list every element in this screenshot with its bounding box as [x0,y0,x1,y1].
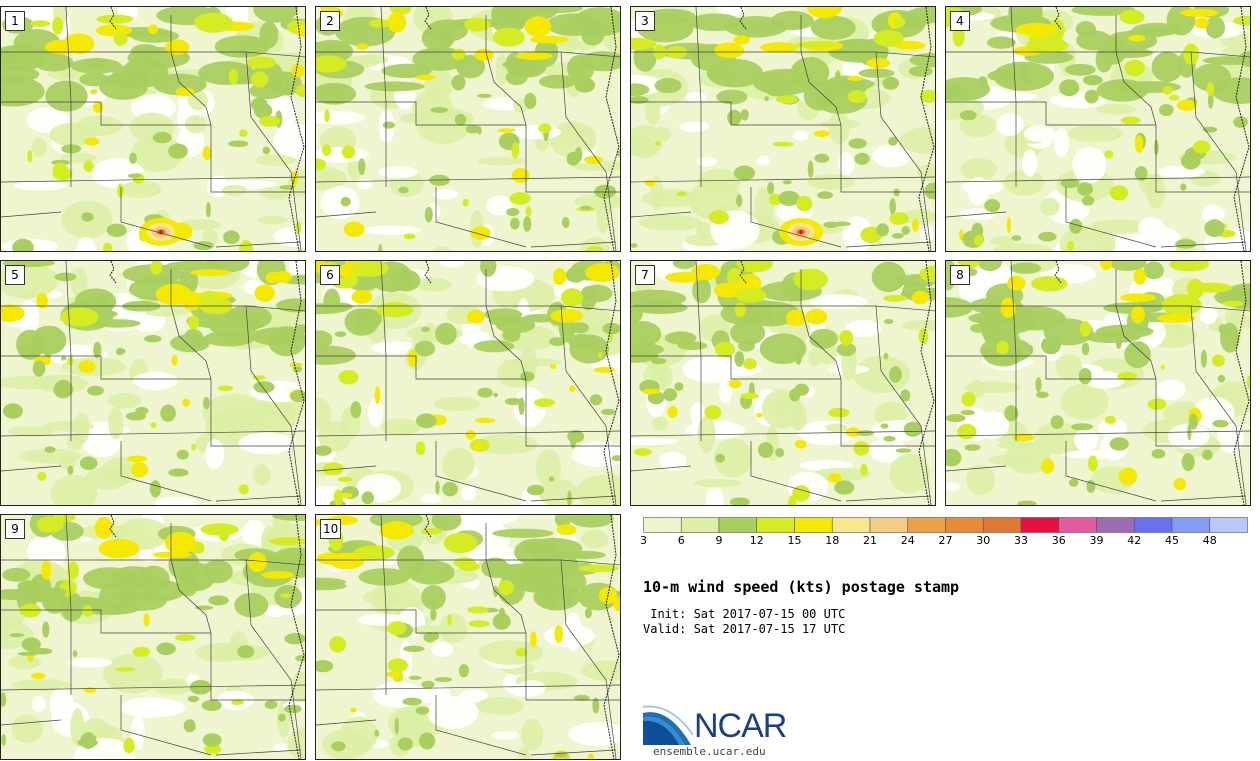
logo-wordmark: NCAR [694,707,787,745]
ensemble-member-map: 9 [0,514,306,760]
colorbar-tick-label: 36 [1051,534,1066,547]
colorbar-tick-label: 33 [1014,534,1028,547]
wind-speed-field [631,261,935,505]
colorbar-swatch [1209,517,1248,533]
member-number-label: 3 [635,11,655,31]
colorbar-tick-label: 39 [1089,534,1104,547]
wind-speed-field [1,261,305,505]
member-number-label: 1 [5,11,25,31]
member-number-label: 4 [950,11,970,31]
colorbar-swatch [1171,517,1211,533]
colorbar-tick-label: 21 [863,534,877,547]
colorbar-tick-label: 30 [976,534,991,547]
valid-time: Valid: Sat 2017-07-15 17 UTC [643,622,846,636]
colorbar-tick-label: 9 [715,534,723,547]
wind-speed-field [946,261,1250,505]
colorbar-swatch [1058,517,1097,533]
colorbar-tick-label: 6 [677,534,685,547]
wind-speed-field [946,7,1250,251]
member-number-label: 6 [320,265,340,285]
member-number-label: 8 [950,265,970,285]
wind-speed-field [631,7,935,251]
colorbar-tick-label: 45 [1165,534,1179,547]
init-time: Init: Sat 2017-07-15 00 UTC [643,607,846,621]
ncar-logo-icon [643,705,693,745]
member-number-label: 7 [635,265,655,285]
colorbar-swatch [756,517,795,533]
colorbar-swatch [680,517,720,533]
colorbar-tick-label: 3 [640,534,647,547]
colorbar-tick-label: 12 [749,534,764,547]
member-number-label: 2 [320,11,340,31]
ensemble-member-map: 3 [630,6,936,252]
wind-speed-field [1,515,305,759]
colorbar-swatch [1096,517,1135,533]
wind-speed-field [316,261,620,505]
colorbar-swatch [945,517,984,533]
ensemble-member-map: 7 [630,260,936,506]
colorbar-swatch [718,517,758,533]
colorbar-swatch [1020,517,1060,533]
ensemble-member-map: 2 [315,6,621,252]
ensemble-member-map: 1 [0,6,306,252]
colorbar-tick-label: 18 [825,534,840,547]
colorbar-swatch [643,517,682,533]
member-number-label: 5 [5,265,25,285]
colorbar-tick-label: 15 [787,534,802,547]
colorbar-swatch [794,517,833,533]
colorbar-swatch [869,517,909,533]
ensemble-member-map: 6 [315,260,621,506]
wind-speed-field [316,7,620,251]
colorbar-tick-label: 42 [1127,534,1142,547]
colorbar-swatch [1133,517,1173,533]
colorbar-tick-label: 48 [1202,534,1217,547]
wind-speed-field [1,7,305,251]
colorbar-swatch [982,517,1022,533]
ensemble-member-map: 5 [0,260,306,506]
member-number-label: 9 [5,519,25,539]
colorbar-tick-label: 27 [938,534,953,547]
ensemble-member-map: 8 [945,260,1251,506]
figure-title: 10-m wind speed (kts) postage stamp [643,578,960,596]
ensemble-member-map: 4 [945,6,1251,252]
logo-url: ensemble.ucar.edu [653,745,766,758]
wind-speed-field [316,515,620,759]
member-number-label: 10 [320,519,342,539]
colorbar-swatch [907,517,946,533]
colorbar-tick-label: 24 [900,534,915,547]
colorbar-swatch [831,517,871,533]
ensemble-member-map: 10 [315,514,621,760]
wind-speed-colorbar [643,517,1248,533]
